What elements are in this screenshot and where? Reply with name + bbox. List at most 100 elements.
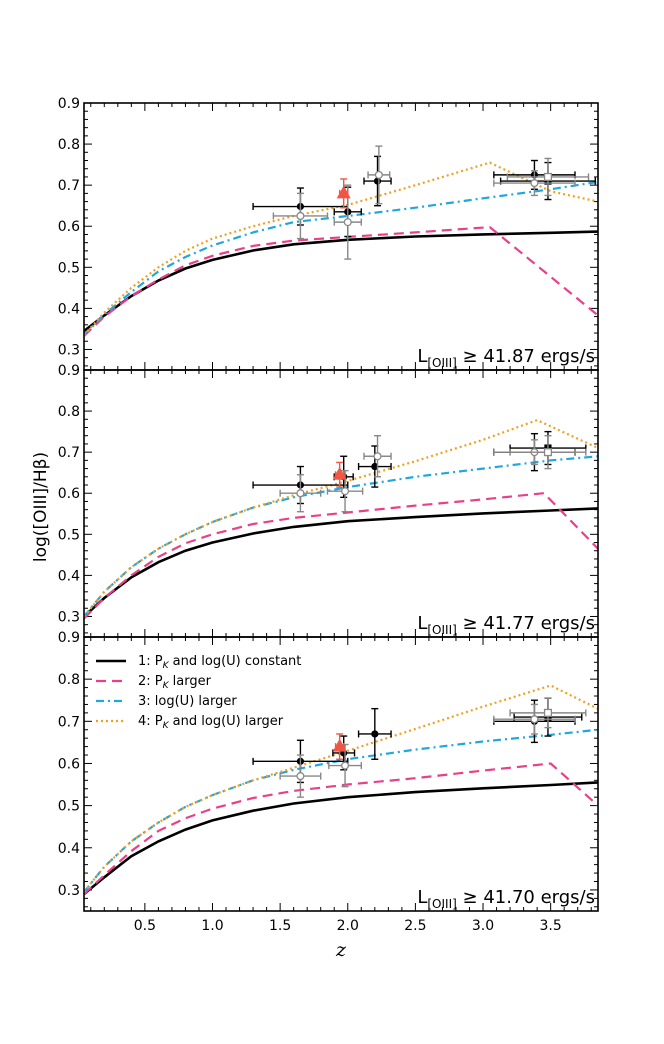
legend-text: 3: log(U) larger	[138, 694, 237, 709]
panel-frame	[83, 102, 599, 371]
data-point	[341, 761, 350, 770]
panel-label-sub: [OIII]	[427, 897, 456, 911]
data-point	[373, 452, 382, 461]
panel-1: 0.3 0.4 0.5 0.6 0.7 0.8 0.9 L[OIII] ≥ 41.87 erg…	[58, 96, 599, 371]
y-tick-label: 0.5	[58, 527, 80, 543]
series-line-1	[84, 230, 598, 333]
panel-frame	[83, 636, 599, 912]
y-tick-label: 0.9	[58, 96, 80, 112]
panel-label-rest: ≥ 41.70 ergs/s	[457, 887, 595, 908]
series-line-1	[84, 507, 598, 618]
data-point	[371, 730, 379, 738]
panel-label-main: L	[417, 887, 427, 908]
y-axis-label: log([OIII]/Hβ)	[31, 452, 51, 562]
series-line-4	[84, 418, 598, 618]
y-tick-label: 0.9	[58, 363, 80, 379]
legend-text: 2: P	[138, 674, 163, 689]
panel-label: L[OIII] ≥ 41.70 ergs/s	[417, 887, 595, 911]
panel-label-rest: ≥ 41.77 ergs/s	[457, 613, 595, 634]
y-tick-label: 0.8	[58, 672, 80, 688]
data-point	[332, 738, 347, 752]
y-tick-label: 0.5	[58, 260, 80, 276]
x-tick-label: 2.0	[337, 918, 359, 934]
data-points	[252, 145, 596, 260]
series-line-1	[84, 781, 598, 896]
legend-entry-3: 3: log(U) larger	[138, 694, 237, 709]
y-tick-label: 0.7	[58, 178, 80, 194]
data-point	[296, 772, 305, 781]
x-tick-label: 1.5	[269, 918, 291, 934]
data-point	[336, 185, 351, 199]
panel-3: 0.5 1.0 1.5 2.0 2.5 3.0 3.5 0.3 0.4 0.5 0.6 0.7 0.8 0…	[58, 630, 599, 934]
panel-label-main: L	[417, 613, 427, 634]
data-point	[530, 179, 539, 188]
legend-text: and log(U) constant	[169, 654, 302, 669]
legend-entry-1: 1: PK and log(U) constant	[138, 654, 301, 671]
y-tick-label: 0.8	[58, 404, 80, 420]
legend-subscript: K	[163, 721, 170, 731]
series-line-3	[84, 455, 598, 618]
y-tick-label: 0.9	[58, 630, 80, 646]
data-point	[343, 218, 352, 227]
data-point	[296, 489, 305, 498]
data-points	[252, 430, 587, 513]
y-tick-label: 0.4	[58, 301, 80, 317]
y-tick-label: 0.3	[58, 883, 80, 899]
panel-2: 0.3 0.4 0.5 0.6 0.7 0.8 0.9 L[OIII] ≥ 41.77 erg…	[58, 363, 599, 638]
x-tick-label: 1.0	[201, 918, 223, 934]
x-axis-label: z	[335, 939, 347, 961]
data-point	[371, 462, 379, 471]
panel-label-rest: ≥ 41.87 ergs/s	[457, 346, 595, 367]
series-line-4	[84, 161, 598, 336]
legend-entry-4: 4: PK and log(U) larger	[138, 714, 284, 731]
y-tick-label: 0.6	[58, 219, 80, 235]
y-tick-label: 0.3	[58, 342, 80, 358]
series-line-2	[84, 225, 598, 337]
panel-label-sub: [OIII]	[427, 623, 456, 637]
legend-text: larger	[169, 674, 212, 689]
panel-label: L[OIII] ≥ 41.87 ergs/s	[417, 346, 595, 370]
y-tick-label: 0.5	[58, 799, 80, 815]
data-point	[296, 211, 305, 221]
model-curves	[84, 418, 598, 620]
panel-frame	[83, 369, 599, 638]
data-point	[341, 487, 350, 496]
legend-entry-2: 2: PK larger	[138, 674, 212, 691]
legend-text: and log(U) larger	[169, 714, 284, 729]
y-tick-label: 0.4	[58, 568, 80, 584]
legend-subscript: K	[163, 681, 170, 691]
y-tick-label: 0.7	[58, 445, 80, 461]
y-tick-label: 0.6	[58, 486, 80, 502]
x-tick-label: 0.5	[134, 918, 156, 934]
series-line-2	[84, 762, 598, 895]
x-tick-label: 2.5	[404, 918, 426, 934]
x-tick-label: 3.5	[540, 918, 562, 934]
panel-label: L[OIII] ≥ 41.77 ergs/s	[417, 613, 595, 637]
data-point	[543, 708, 553, 717]
y-tick-label: 0.7	[58, 714, 80, 730]
data-points	[252, 697, 587, 798]
x-tick-label: 3.0	[472, 918, 494, 934]
y-tick-label: 0.4	[58, 841, 80, 857]
data-point	[530, 715, 539, 724]
y-tick-label: 0.6	[58, 756, 80, 772]
data-point	[543, 448, 553, 457]
series-line-3	[84, 728, 598, 893]
series-line-2	[84, 492, 598, 620]
model-curves	[84, 684, 598, 896]
panel-label-main: L	[417, 346, 427, 367]
data-point	[543, 172, 553, 181]
legend-text: 1: P	[138, 654, 163, 669]
panel-label-sub: [OIII]	[427, 356, 456, 370]
data-point	[332, 466, 347, 480]
data-point	[374, 170, 383, 179]
legend-subscript: K	[163, 661, 170, 671]
series-line-3	[84, 180, 598, 336]
y-tick-label: 0.3	[58, 609, 80, 625]
legend-text: 4: P	[138, 714, 163, 729]
model-curves	[84, 161, 598, 337]
y-tick-label: 0.8	[58, 137, 80, 153]
series-line-4	[84, 684, 598, 893]
